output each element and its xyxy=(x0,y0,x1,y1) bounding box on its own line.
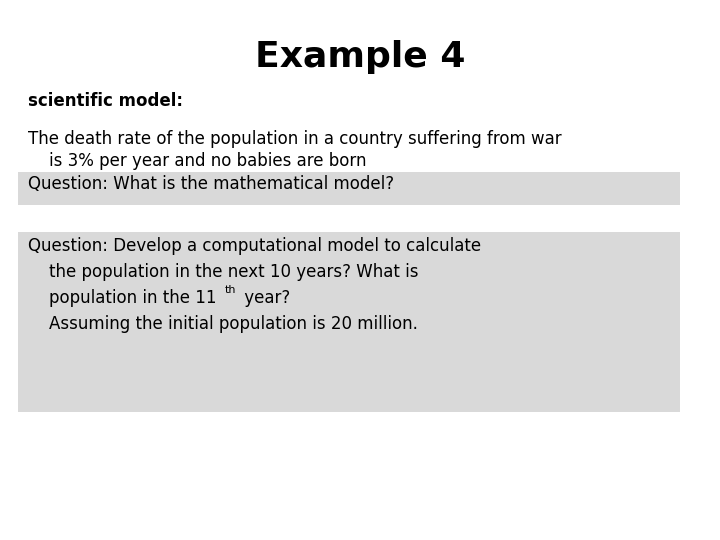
Text: population in the 11: population in the 11 xyxy=(28,289,217,307)
Text: The death rate of the population in a country suffering from war: The death rate of the population in a co… xyxy=(28,130,562,148)
Text: year?: year? xyxy=(239,289,290,307)
Text: th: th xyxy=(225,285,236,295)
Text: Assuming the initial population is 20 million.: Assuming the initial population is 20 mi… xyxy=(28,315,418,333)
Text: Question: What is the mathematical model?: Question: What is the mathematical model… xyxy=(28,175,394,193)
Text: is 3% per year and no babies are born: is 3% per year and no babies are born xyxy=(28,152,366,170)
FancyBboxPatch shape xyxy=(18,172,680,205)
FancyBboxPatch shape xyxy=(18,232,680,412)
Text: Example 4: Example 4 xyxy=(255,40,465,74)
Text: Question: Develop a computational model to calculate: Question: Develop a computational model … xyxy=(28,237,481,255)
Text: scientific model:: scientific model: xyxy=(28,92,183,110)
Text: the population in the next 10 years? What is: the population in the next 10 years? Wha… xyxy=(28,263,418,281)
